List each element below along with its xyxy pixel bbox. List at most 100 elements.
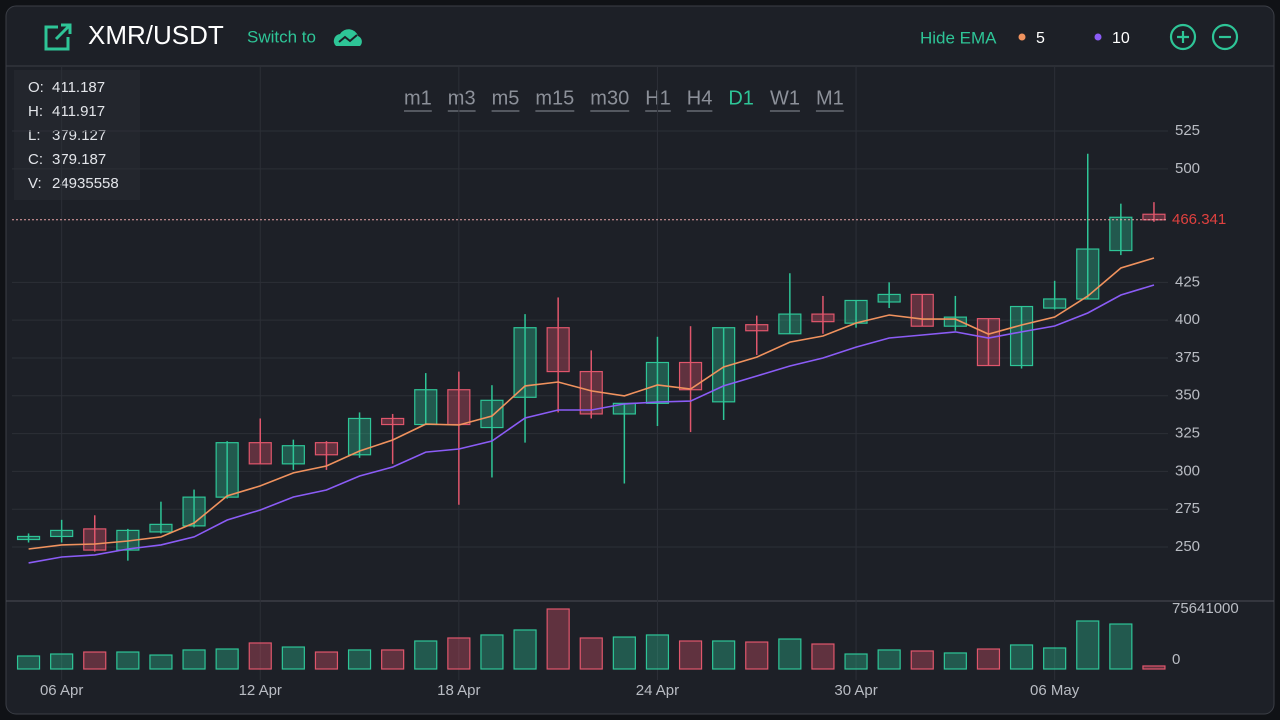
timeframe-button[interactable]: H4 — [687, 87, 713, 109]
candle-body — [281, 445, 305, 465]
ohlc-value: 379.187 — [52, 151, 106, 168]
volume-bar — [546, 608, 570, 670]
volume-bar — [1076, 620, 1100, 670]
candle-body — [414, 389, 438, 426]
candle-body — [182, 496, 206, 527]
ohlc-value: 411.187 — [52, 79, 105, 96]
ohlc-value: 379.127 — [52, 127, 106, 144]
volume-bar — [712, 640, 736, 670]
candle-body — [1043, 298, 1067, 309]
timeframe-button[interactable]: m5 — [492, 87, 520, 109]
volume-bar — [1009, 644, 1034, 670]
volume-bar — [811, 643, 835, 670]
candle-body — [943, 316, 967, 327]
volume-bar — [215, 648, 239, 670]
timeframe-button[interactable]: D1 — [728, 87, 754, 109]
candles — [16, 153, 1166, 670]
candle-body — [1009, 305, 1034, 367]
candle-body — [877, 293, 901, 303]
x-tick-label: 06 Apr — [40, 682, 83, 699]
timeframe-button[interactable]: m3 — [448, 87, 476, 109]
volume-bar — [513, 629, 537, 670]
candle-body — [215, 442, 239, 498]
ohlc-legend-box — [14, 70, 140, 200]
candle-body — [50, 529, 74, 538]
panel — [5, 5, 1275, 715]
ema-legend-dot — [1018, 33, 1026, 41]
ohlc-label: L: — [28, 127, 41, 144]
switch-chart-icon[interactable] — [333, 29, 362, 46]
volume-bar — [1109, 623, 1133, 670]
timeframe-button[interactable]: m1 — [404, 87, 432, 109]
candle-body — [546, 327, 570, 373]
grid — [12, 66, 1168, 680]
candle-body — [811, 313, 835, 323]
volume-bar — [778, 638, 802, 670]
ohlc-value: 411.917 — [52, 103, 105, 120]
candle-body — [314, 442, 339, 456]
volume-bar — [381, 649, 405, 670]
y-tick-label: 525 — [1175, 122, 1200, 139]
timeframe-button[interactable]: H1 — [645, 87, 671, 109]
switch-link[interactable]: Switch to — [247, 27, 316, 46]
candle-body — [778, 313, 802, 335]
open-external-icon[interactable] — [44, 23, 72, 51]
y-tick-label: 350 — [1175, 387, 1200, 404]
candle-body — [645, 361, 670, 404]
y-tick-label: 250 — [1175, 538, 1200, 555]
timeframe-button[interactable]: m30 — [590, 87, 629, 109]
candle-body — [976, 318, 1001, 367]
x-tick-label: 24 Apr — [636, 682, 679, 699]
volume-bar — [83, 651, 107, 670]
ema-legend-label: 5 — [1036, 30, 1045, 47]
candle-body — [1109, 216, 1133, 252]
timeframe-button[interactable]: W1 — [770, 87, 800, 109]
volume-bar — [579, 637, 603, 670]
timeframe-button[interactable]: m15 — [535, 87, 574, 109]
ohlc-label: O: — [28, 79, 44, 96]
volume-bar — [248, 642, 272, 670]
candle-body — [910, 293, 934, 327]
volume-bar — [447, 637, 471, 670]
last-price-label: 466.341 — [1172, 211, 1226, 228]
candle-body — [347, 417, 372, 456]
ema-legend-dot — [1094, 33, 1102, 41]
volume-bar — [414, 640, 438, 670]
y-tick-label: 325 — [1175, 425, 1200, 442]
zoom-out-button[interactable] — [1211, 23, 1239, 51]
volume-tick-label: 0 — [1172, 651, 1180, 668]
x-tick-label: 06 May — [1030, 682, 1080, 699]
candle-body — [844, 299, 868, 324]
volume-bar — [745, 641, 769, 670]
candle-body — [678, 361, 703, 391]
volume-bar — [347, 649, 372, 670]
volume-bar — [976, 648, 1001, 670]
volume-tick-label: 75641000 — [1172, 600, 1239, 617]
y-tick-label: 500 — [1175, 160, 1200, 177]
timeframe-button[interactable]: M1 — [816, 87, 844, 109]
candle-body — [149, 523, 173, 533]
volume-bar — [50, 653, 74, 670]
x-tick-label: 12 Apr — [239, 682, 282, 699]
candle-body — [745, 324, 769, 332]
volume-bar — [645, 634, 670, 670]
candle-body — [248, 442, 272, 465]
volume-bar — [16, 655, 41, 670]
volume-bar — [149, 654, 173, 670]
ohlc-value: 24935558 — [52, 175, 119, 192]
ohlc-label: H: — [28, 103, 43, 120]
y-tick-label: 425 — [1175, 273, 1200, 290]
volume-bar — [612, 636, 636, 670]
hide-ema-button[interactable]: Hide EMA — [920, 28, 997, 47]
volume-bar — [116, 651, 140, 670]
pair-title: XMR/USDT — [88, 20, 224, 50]
ohlc-label: V: — [28, 175, 42, 192]
volume-bar — [943, 652, 967, 670]
volume-bar — [1142, 665, 1166, 670]
zoom-in-button[interactable] — [1169, 23, 1197, 51]
candle-body — [381, 417, 405, 426]
volume-bar — [910, 650, 934, 670]
candle-body — [1076, 248, 1100, 300]
x-tick-label: 18 Apr — [437, 682, 480, 699]
y-tick-label: 400 — [1175, 311, 1200, 328]
